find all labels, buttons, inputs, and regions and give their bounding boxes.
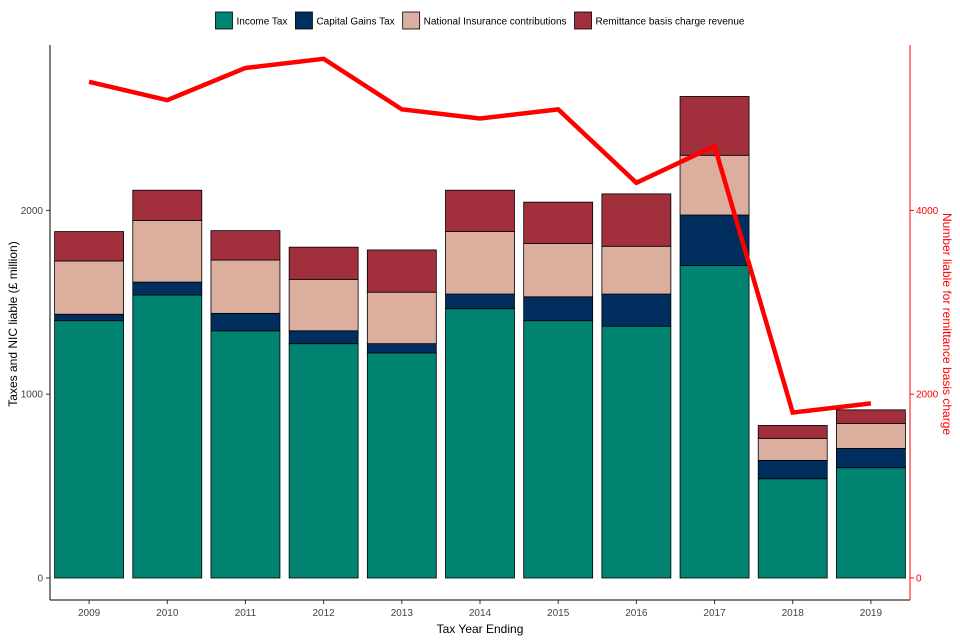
- bar-2019-series-3: [836, 409, 906, 425]
- bar-2013-series-1: [366, 343, 437, 354]
- x-tick-label-2017: 2017: [703, 608, 726, 619]
- legend-swatch-3: [574, 11, 592, 30]
- x-tick-label-2012: 2012: [313, 608, 336, 619]
- bar-2012-series-2: [288, 278, 359, 332]
- bar-2016-series-0: [601, 325, 672, 579]
- bar-2017-series-0: [679, 265, 750, 579]
- legend: Income Tax Capital Gains Tax National Insu…: [215, 11, 745, 30]
- bar-2011-series-3: [210, 230, 281, 261]
- y2-tick-label: 0: [916, 574, 922, 585]
- bar-2013-series-3: [366, 249, 437, 293]
- bar-2019-series-0: [836, 467, 906, 579]
- y-axis-ticks: 0 1000 2000: [21, 206, 50, 585]
- legend-swatch-1: [295, 11, 313, 30]
- bar-2011-series-2: [210, 259, 281, 314]
- bar-2009-series-2: [54, 260, 124, 315]
- bar-2010-series-3: [132, 189, 203, 221]
- bar-2019-series-2: [836, 423, 906, 449]
- bar-2016-series-3: [601, 193, 672, 247]
- y-tick-label: 0: [37, 574, 43, 585]
- bar-2018-series-0: [757, 478, 828, 579]
- legend-label-0: Income Tax: [236, 17, 287, 28]
- bar-2009-series-0: [54, 320, 124, 579]
- bar-2017-series-2: [679, 154, 750, 216]
- bar-2009-series-3: [54, 231, 124, 262]
- bar-2013-series-2: [366, 291, 437, 345]
- x-tick-label-2010: 2010: [156, 608, 179, 619]
- bar-2016-series-2: [601, 245, 672, 295]
- x-axis-title: Tax Year Ending: [437, 622, 524, 636]
- bar-2010-series-0: [132, 294, 203, 579]
- x-tick-label-2018: 2018: [782, 608, 805, 619]
- y-tick-label: 1000: [21, 390, 44, 401]
- y2-axis-title: Number liable for remittance basis charg…: [940, 213, 954, 435]
- legend-label-1: Capital Gains Tax: [316, 17, 394, 28]
- bar-2014-series-0: [445, 308, 515, 579]
- x-tick-label-2019: 2019: [860, 608, 883, 619]
- remittance-line: [88, 56, 872, 416]
- bar-2018-series-2: [757, 437, 828, 461]
- bar-2015-series-0: [523, 320, 594, 579]
- y-tick-label: 2000: [21, 206, 44, 217]
- y2-tick-label: 4000: [916, 206, 939, 217]
- x-tick-label-2014: 2014: [469, 608, 492, 619]
- bar-2018-series-3: [757, 425, 828, 439]
- bar-2012-series-3: [288, 246, 359, 280]
- bar-2014-series-3: [445, 189, 515, 232]
- bar-2016-series-1: [601, 293, 672, 327]
- x-tick-label-2009: 2009: [78, 608, 101, 619]
- legend-swatch-2: [402, 11, 421, 30]
- bar-2015-series-1: [523, 296, 594, 322]
- y-axis-title: Taxes and NIC liable (£ million): [6, 241, 20, 406]
- bar-2012-series-0: [288, 343, 359, 579]
- bar-2018-series-1: [757, 459, 828, 480]
- bar-2015-series-3: [523, 201, 594, 244]
- legend-label-3: Remittance basis charge revenue: [596, 17, 745, 28]
- x-axis-ticks: 2009 2010 2011 2012 2013 2014 2015 2016 2017 2018…: [78, 600, 883, 619]
- x-tick-label-2011: 2011: [235, 608, 257, 619]
- bar-2014-series-1: [445, 293, 515, 310]
- bar-2010-series-2: [132, 220, 203, 283]
- bar-2011-series-0: [210, 330, 281, 579]
- bar-2019-series-1: [836, 448, 906, 469]
- bar-2009-series-1: [54, 313, 124, 322]
- bars: [54, 96, 906, 579]
- bar-2012-series-1: [288, 330, 359, 345]
- bar-2011-series-1: [210, 312, 281, 332]
- x-tick-label-2015: 2015: [547, 608, 570, 619]
- remittance-line-path: [88, 56, 872, 416]
- bar-2014-series-2: [445, 231, 515, 295]
- y2-tick-label: 2000: [916, 390, 939, 401]
- bar-2015-series-2: [523, 243, 594, 298]
- bar-2010-series-1: [132, 281, 203, 296]
- x-tick-label-2013: 2013: [391, 608, 414, 619]
- legend-label-2: National Insurance contributions: [424, 17, 567, 28]
- plot-area: [49, 45, 911, 601]
- bar-2013-series-0: [366, 352, 437, 579]
- x-tick-label-2016: 2016: [625, 608, 648, 619]
- legend-swatch-0: [215, 11, 233, 30]
- y2-axis-ticks: 0 2000 4000: [910, 206, 939, 585]
